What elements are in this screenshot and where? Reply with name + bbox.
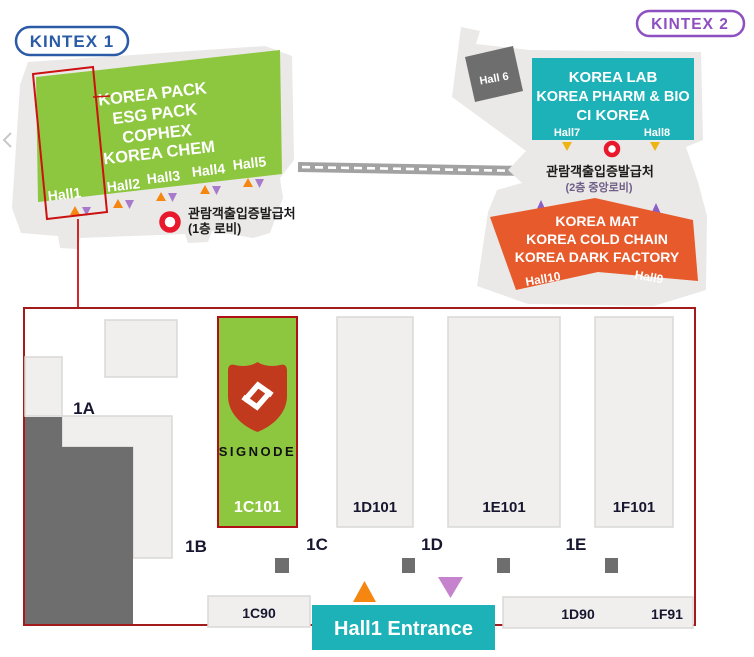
pillar-square xyxy=(605,558,618,573)
zone-1e-label: 1E xyxy=(566,535,587,554)
hall4-label: Hall4 xyxy=(191,160,226,180)
signode-shield-icon xyxy=(228,362,287,432)
hall2-label: Hall2 xyxy=(106,175,141,195)
signode-s-mark-icon xyxy=(241,389,274,411)
road xyxy=(297,162,527,176)
kintex2-pass-office-location: (2층 중앙로비) xyxy=(565,180,632,194)
hall-entrance-arrows xyxy=(70,178,264,216)
kintex2-pass-office-title: 관람객출입증발급처 xyxy=(546,164,654,179)
arrow-down-icon xyxy=(168,193,177,202)
hall1-entrance-label: Hall1 Entrance xyxy=(334,618,473,640)
arrow-down-icon xyxy=(212,186,221,195)
event-label: KOREA PHARM & BIO xyxy=(536,89,689,105)
pass-office-marker-icon xyxy=(603,140,621,158)
structure-block xyxy=(24,356,63,417)
structure-block xyxy=(104,319,178,378)
event-label: KOREA DARK FACTORY xyxy=(515,249,680,265)
hall1-label: Hall1 xyxy=(47,184,82,204)
arrow-up-icon xyxy=(200,185,210,194)
arrow-down-icon xyxy=(255,179,264,188)
kintex1-badge: KINTEX 1 xyxy=(14,25,130,57)
kintex2-upper-halls-block xyxy=(532,58,694,140)
arrow-down-icon xyxy=(125,200,134,209)
booth-1c90-label: 1C90 xyxy=(242,605,276,621)
booth-1f91-label: 1F91 xyxy=(651,606,683,622)
arrow-down-icon xyxy=(650,142,660,151)
kintex2-lower-halls-block xyxy=(490,198,698,290)
hall7-label: Hall7 xyxy=(554,127,580,139)
kintex2-badge: KINTEX 2 xyxy=(635,9,746,38)
arrow-down-icon xyxy=(562,142,572,151)
entrance-arrow-down-icon xyxy=(438,577,463,598)
pass-office-marker-icon xyxy=(159,211,181,233)
hall3-label: Hall3 xyxy=(146,167,181,187)
zone-1a-label: 1A xyxy=(73,399,95,418)
hall6-block xyxy=(465,46,523,102)
pillar-square xyxy=(402,558,415,573)
event-label: CI KOREA xyxy=(576,107,650,124)
booth-1d101 xyxy=(336,316,414,528)
hall9-label: Hall9 xyxy=(634,268,665,287)
hall10-label: Hall10 xyxy=(524,269,562,289)
hall1-highlight-outline xyxy=(31,65,109,221)
event-label: KOREA MAT xyxy=(555,213,639,229)
arrow-up-icon xyxy=(156,192,166,201)
entrance-arrow-up-icon xyxy=(353,581,376,602)
kintex1-halls-block xyxy=(36,50,282,202)
kintex1-pass-office-title: 관람객출입증발급처 xyxy=(188,206,296,221)
zone-1d-label: 1D xyxy=(421,535,443,554)
left-edge-chevron-icon xyxy=(2,132,12,148)
signode-booth: SIGNODE 1C101 xyxy=(217,316,298,528)
hall8-label: Hall8 xyxy=(644,127,670,139)
hall5-label: Hall5 xyxy=(232,153,267,173)
event-label: KOREA LAB xyxy=(569,69,658,86)
highlight-connector-line xyxy=(92,95,111,98)
arrow-down-icon xyxy=(82,207,91,216)
road-dashes-icon xyxy=(301,165,525,173)
booth-1d101-label: 1D101 xyxy=(353,499,397,516)
signode-booth-number: 1C101 xyxy=(234,499,281,516)
pillar-square xyxy=(275,558,289,573)
booth-1d90-label: 1D90 xyxy=(561,606,595,622)
event-label: KOREA COLD CHAIN xyxy=(526,231,668,247)
service-block xyxy=(25,417,133,624)
booth-1e101 xyxy=(447,316,561,528)
arrow-up-icon xyxy=(243,178,253,187)
signode-wordmark: SIGNODE xyxy=(219,444,296,459)
zone-1b-label: 1B xyxy=(185,537,207,556)
booth-1e101-label: 1E101 xyxy=(482,499,525,516)
hall6-label: Hall 6 xyxy=(479,71,510,88)
booth-1c90 xyxy=(207,595,311,628)
booth-1f101-label: 1F101 xyxy=(613,499,656,516)
booth-1d90-1f91-strip xyxy=(502,596,694,629)
pillar-square xyxy=(497,558,510,573)
arrow-up-icon xyxy=(70,206,80,215)
kintex2-badge-label: KINTEX 2 xyxy=(651,16,729,33)
booth-1f101 xyxy=(594,316,674,528)
hall1-entrance: Hall1 Entrance xyxy=(312,605,495,650)
kintex1-badge-label: KINTEX 1 xyxy=(30,32,115,51)
arrow-up-icon xyxy=(113,199,123,208)
kintex1-pass-office-location: (1층 로비) xyxy=(188,221,241,236)
zone-1c-label: 1C xyxy=(306,535,328,554)
